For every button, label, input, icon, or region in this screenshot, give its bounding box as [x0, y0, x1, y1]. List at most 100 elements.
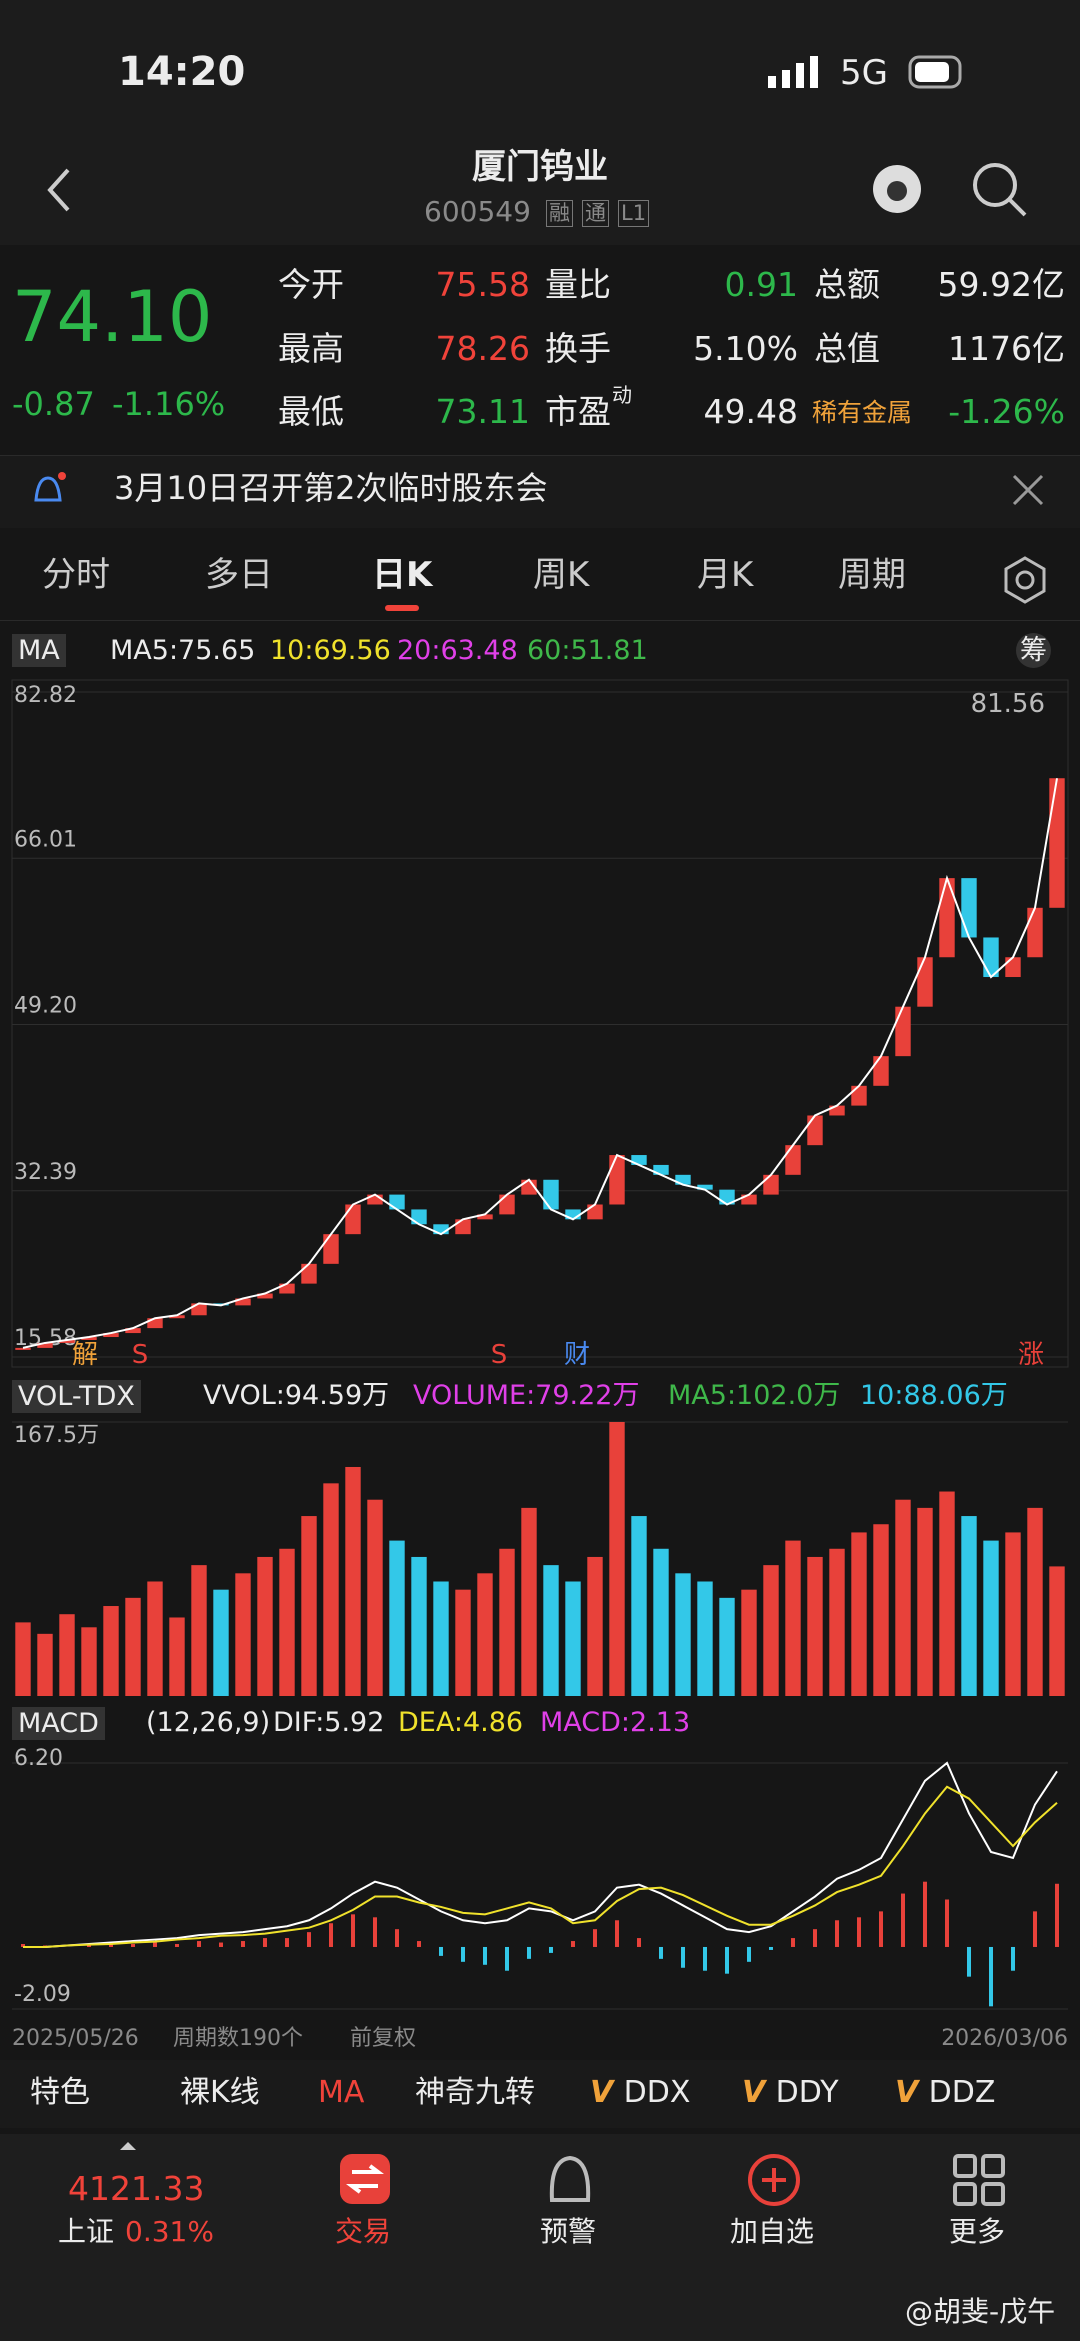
candle: [983, 937, 999, 978]
legend-item: VOLUME:79.22万: [413, 1380, 640, 1411]
macd-bar: [791, 1938, 795, 1947]
indicator[interactable]: 裸K线: [180, 2075, 260, 2110]
sector-change: -1.26%: [948, 392, 1065, 431]
macd-bar: [461, 1946, 465, 1962]
event-marker: 财: [564, 1340, 590, 1370]
tab[interactable]: 周K: [533, 555, 590, 595]
quote-label: 最高: [278, 329, 344, 368]
tab[interactable]: 分时: [42, 555, 110, 595]
indicator[interactable]: MA: [318, 2075, 365, 2110]
y-tick-label: -2.09: [14, 1982, 71, 2007]
macd-bar: [769, 1946, 773, 1950]
quote-value: 59.92亿: [937, 265, 1065, 304]
macd-selector[interactable]: MACD: [12, 1707, 105, 1740]
stock-name: 厦门钨业: [472, 147, 608, 187]
macd-bar: [637, 1938, 641, 1947]
candle: [433, 1224, 449, 1235]
candle: [367, 1194, 383, 1205]
candle: [631, 1155, 647, 1165]
volume-bar: [807, 1556, 823, 1696]
volume-bar: [125, 1597, 141, 1696]
status-time: 14:20: [118, 49, 246, 95]
candle: [543, 1179, 559, 1210]
quote-label: 总额: [814, 265, 880, 304]
tab[interactable]: 多日: [205, 555, 273, 595]
macd-bar: [241, 1941, 245, 1947]
nav-item[interactable]: 交易: [335, 2215, 392, 2248]
indicator-bar: [0, 2060, 1080, 2128]
candle: [411, 1209, 427, 1225]
quote-sup: 动: [612, 383, 632, 407]
y-tick-label: 32.39: [14, 1160, 77, 1185]
dea-line: [23, 1785, 1058, 1948]
tab-indicator: [385, 605, 419, 611]
nav-item[interactable]: 加自选: [730, 2215, 815, 2248]
quote-value: 78.26: [435, 329, 530, 368]
candle: [1005, 957, 1021, 978]
volume-bar: [169, 1617, 185, 1696]
vol-selector[interactable]: VOL-TDX: [12, 1380, 141, 1413]
macd-bar: [725, 1946, 729, 1974]
sector-name: 稀有金属: [812, 398, 913, 427]
notice-bar[interactable]: [0, 455, 1080, 528]
back-button[interactable]: [40, 165, 80, 215]
nav-item[interactable]: 更多: [949, 2215, 1006, 2248]
quote-value: 73.11: [435, 392, 530, 431]
volume-bar: [565, 1581, 581, 1696]
nav-item[interactable]: 预警: [540, 2215, 597, 2248]
ma-selector[interactable]: MA: [12, 634, 66, 667]
tab[interactable]: 周期: [838, 555, 906, 595]
macd-bar: [1011, 1946, 1015, 1971]
volume-bar: [279, 1548, 295, 1696]
candle: [147, 1318, 163, 1329]
macd-bar: [109, 1944, 113, 1947]
macd-bar: [1033, 1911, 1037, 1947]
legend-item: 60:51.81: [527, 635, 648, 666]
volume-bar: [81, 1627, 97, 1696]
indicator[interactable]: V DDY: [742, 2075, 839, 2110]
index-value[interactable]: 4121.33: [68, 2169, 205, 2208]
indicator-label: DDX: [623, 2075, 691, 2110]
volume-bar: [763, 1565, 779, 1696]
settings-icon[interactable]: [995, 550, 1055, 610]
adjust-mode: 前复权: [350, 2026, 417, 2051]
macd-params: (12,26,9): [146, 1707, 271, 1738]
macd-bar: [87, 1945, 91, 1947]
macd-bar: [527, 1946, 531, 1959]
price-change-pct: -1.16%: [112, 385, 226, 423]
candle: [345, 1204, 361, 1235]
volume-bar: [103, 1606, 119, 1696]
indicator[interactable]: 特色: [30, 2075, 90, 2110]
volume-bar: [829, 1548, 845, 1696]
quote-value: 0.91: [724, 265, 798, 304]
candle: [37, 1342, 53, 1348]
candle: [389, 1194, 405, 1210]
volume-bar: [213, 1589, 229, 1696]
macd-bar: [219, 1942, 223, 1947]
volume-bar: [631, 1516, 647, 1696]
candle: [499, 1194, 515, 1215]
chip-button[interactable]: 筹: [1016, 633, 1051, 668]
volume-bar: [389, 1540, 405, 1696]
tab-active[interactable]: 日K: [372, 555, 433, 595]
macd-bar: [901, 1893, 905, 1947]
indicator[interactable]: V DDX: [590, 2075, 691, 2110]
macd-bar: [373, 1917, 377, 1947]
tab[interactable]: 月K: [697, 555, 754, 595]
indicator[interactable]: V DDZ: [895, 2075, 996, 2110]
volume-bar: [543, 1565, 559, 1696]
macd-bar: [285, 1938, 289, 1947]
quote-value: 5.10%: [693, 329, 798, 368]
indicator[interactable]: 神奇九转: [415, 2075, 535, 2110]
badge: 通: [582, 200, 609, 227]
period-count: 周期数190个: [173, 2026, 303, 2051]
volume-bar: [59, 1614, 75, 1696]
macd-bar: [945, 1899, 949, 1947]
candle: [301, 1263, 317, 1284]
quote-value: 1176亿: [948, 329, 1065, 368]
notice-close[interactable]: [1010, 472, 1046, 508]
volume-bar: [961, 1516, 977, 1696]
event-marker: S: [132, 1340, 149, 1370]
volume-bar: [1049, 1566, 1065, 1696]
